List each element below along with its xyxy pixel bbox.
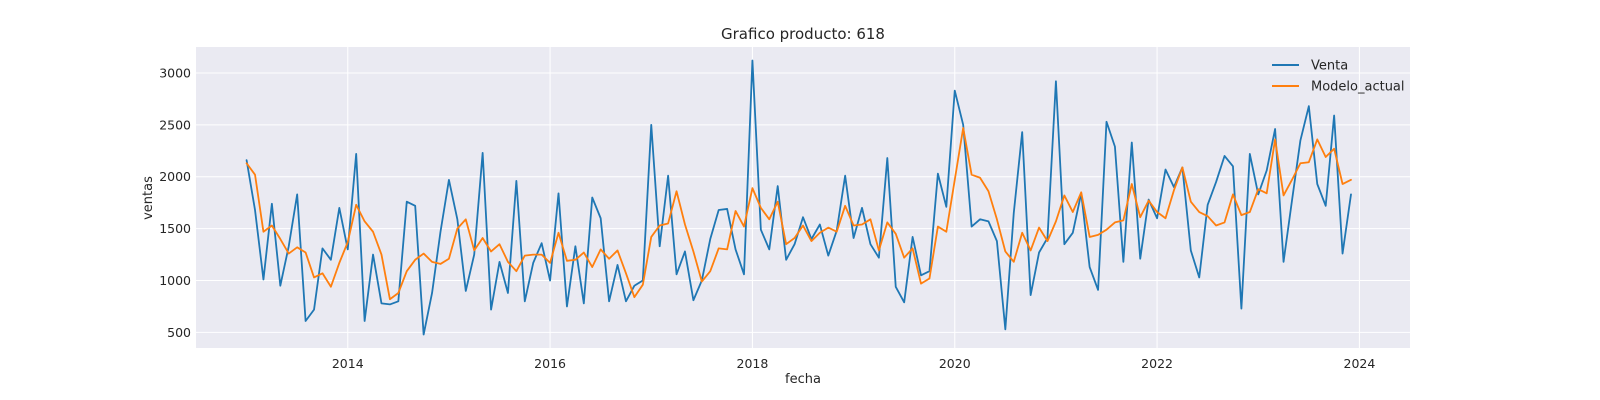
plot-area: [196, 47, 1410, 348]
x-tick-label: 2020: [939, 356, 971, 371]
y-tick-label: 2000: [159, 169, 191, 184]
series-line-modelo-actual: [245, 127, 1352, 301]
legend-label-modelo-actual: Modelo_actual: [1311, 80, 1405, 95]
y-tick-label: 500: [167, 325, 191, 340]
series-group: [245, 59, 1352, 336]
y-axis-ticks: 500 1000 1500 2000 2500 3000: [159, 65, 191, 339]
y-axis-label: ventas: [141, 176, 156, 220]
y-tick-label: 1500: [159, 221, 191, 236]
y-tick-label: 2500: [159, 117, 191, 132]
x-axis-ticks: 2014 2016 2018 2020 2022 2024: [332, 356, 1376, 371]
x-tick-label: 2018: [737, 356, 769, 371]
x-tick-label: 2014: [332, 356, 364, 371]
x-tick-label: 2022: [1141, 356, 1173, 371]
x-tick-label: 2016: [534, 356, 566, 371]
legend-label-venta: Venta: [1311, 59, 1348, 74]
x-axis-label: fecha: [785, 372, 821, 387]
x-tick-label: 2024: [1344, 356, 1376, 371]
legend: Venta Modelo_actual: [1272, 59, 1405, 95]
chart-title: Grafico producto: 618: [721, 25, 885, 43]
y-tick-label: 3000: [159, 65, 191, 80]
grid: [196, 47, 1410, 348]
y-tick-label: 1000: [159, 273, 191, 288]
